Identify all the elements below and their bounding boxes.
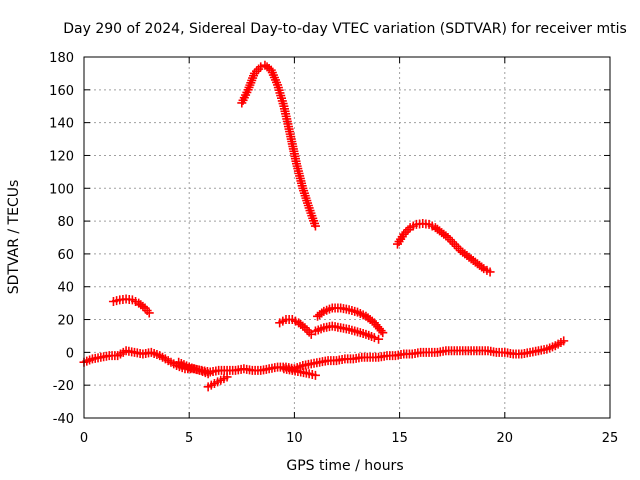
data-point bbox=[445, 235, 455, 245]
x-tick-label: 25 bbox=[602, 431, 619, 446]
series-arc-9 bbox=[203, 372, 232, 392]
series-arc-1 bbox=[237, 60, 320, 231]
y-axis-label: SDTVAR / TECUs bbox=[6, 180, 22, 295]
y-tick-label: 140 bbox=[49, 117, 74, 132]
series-arc-10 bbox=[279, 364, 320, 380]
data-point bbox=[310, 370, 320, 380]
x-axis-label: GPS time / hours bbox=[286, 458, 403, 474]
y-tick-label: 60 bbox=[57, 248, 74, 263]
data-point bbox=[485, 267, 495, 277]
data-point bbox=[310, 221, 320, 231]
data-point bbox=[451, 241, 461, 251]
data-point bbox=[374, 334, 384, 344]
data-point bbox=[376, 326, 386, 336]
data-point bbox=[304, 327, 314, 337]
data-point bbox=[252, 66, 262, 76]
data-point bbox=[222, 372, 232, 382]
data-point bbox=[403, 225, 413, 235]
y-tick-label: -40 bbox=[53, 412, 74, 427]
y-tick-label: 120 bbox=[49, 149, 74, 164]
y-tick-label: 40 bbox=[57, 281, 74, 296]
data-point bbox=[203, 369, 213, 379]
data-point bbox=[447, 237, 457, 247]
series-arc-4 bbox=[275, 315, 316, 339]
data-marks bbox=[79, 60, 569, 392]
data-point bbox=[298, 321, 308, 331]
series-arc-5 bbox=[313, 303, 388, 338]
y-tick-label: 160 bbox=[49, 84, 74, 99]
plot-frame bbox=[83, 56, 611, 419]
data-point bbox=[144, 308, 154, 318]
chart-title: Day 290 of 2024, Sidereal Day-to-day VTE… bbox=[63, 21, 627, 37]
x-tick-label: 20 bbox=[497, 431, 514, 446]
data-point bbox=[369, 333, 379, 343]
data-point bbox=[449, 239, 459, 249]
y-tick-label: 0 bbox=[66, 346, 74, 361]
x-tick-label: 5 bbox=[185, 431, 193, 446]
x-tick-label: 0 bbox=[80, 431, 88, 446]
data-point bbox=[441, 231, 451, 241]
data-point bbox=[302, 325, 312, 335]
y-tick-label: 180 bbox=[49, 51, 74, 66]
data-point bbox=[138, 301, 148, 311]
x-tick-label: 10 bbox=[286, 431, 303, 446]
y-tick-label: 100 bbox=[49, 182, 74, 197]
data-point bbox=[401, 227, 411, 237]
data-point bbox=[477, 262, 487, 272]
series-arc-8 bbox=[174, 357, 213, 379]
x-tick-label: 15 bbox=[391, 431, 408, 446]
y-tick-label: 20 bbox=[57, 314, 74, 329]
data-point bbox=[254, 64, 264, 74]
data-point bbox=[249, 68, 259, 78]
data-point bbox=[559, 336, 569, 346]
series-arc-3 bbox=[108, 294, 154, 318]
series-arc-2 bbox=[392, 219, 495, 277]
data-point bbox=[300, 323, 310, 333]
data-point bbox=[378, 328, 388, 338]
y-tick-label: 80 bbox=[57, 215, 74, 230]
y-tick-label: -20 bbox=[53, 379, 74, 394]
data-point bbox=[399, 229, 409, 239]
series-arc-6 bbox=[310, 321, 384, 344]
data-point bbox=[443, 233, 453, 242]
ticks: 0 5 10 15 20 25 -40 -20 0 20 40 60 80 100 120 140 160 180 bbox=[49, 51, 618, 446]
data-point bbox=[454, 243, 464, 253]
data-point bbox=[317, 308, 327, 318]
